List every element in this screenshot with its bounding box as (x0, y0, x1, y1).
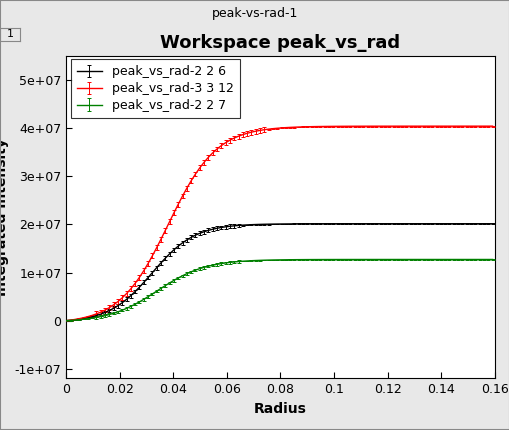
Title: Workspace peak_vs_rad: Workspace peak_vs_rad (160, 34, 400, 52)
X-axis label: Radius: Radius (253, 402, 306, 416)
Y-axis label: Integrated Intensity: Integrated Intensity (0, 138, 9, 296)
Legend: peak_vs_rad-2 2 6, peak_vs_rad-3 3 12, peak_vs_rad-2 2 7: peak_vs_rad-2 2 6, peak_vs_rad-3 3 12, p… (70, 59, 240, 118)
Text: peak-vs-rad-1: peak-vs-rad-1 (211, 7, 298, 21)
Text: 1: 1 (7, 29, 14, 40)
